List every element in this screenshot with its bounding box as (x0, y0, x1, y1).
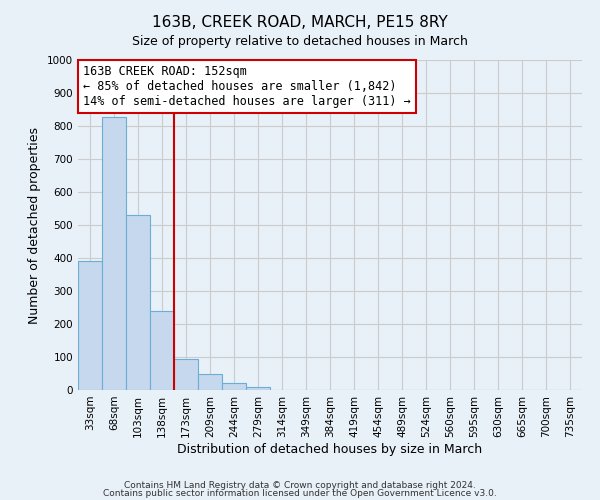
Y-axis label: Number of detached properties: Number of detached properties (28, 126, 41, 324)
Bar (246, 386, 270, 390)
Text: Contains public sector information licensed under the Open Government Licence v3: Contains public sector information licen… (103, 489, 497, 498)
Bar (126, 215, 150, 390)
Bar (150, 311, 174, 390)
Bar (78, 262, 102, 390)
Text: Contains HM Land Registry data © Crown copyright and database right 2024.: Contains HM Land Registry data © Crown c… (124, 480, 476, 490)
Text: 163B CREEK ROAD: 152sqm
← 85% of detached houses are smaller (1,842)
14% of semi: 163B CREEK ROAD: 152sqm ← 85% of detache… (83, 65, 411, 108)
Text: 163B, CREEK ROAD, MARCH, PE15 8RY: 163B, CREEK ROAD, MARCH, PE15 8RY (152, 15, 448, 30)
Bar (174, 358, 198, 390)
Bar (102, 117, 126, 390)
X-axis label: Distribution of detached houses by size in March: Distribution of detached houses by size … (178, 442, 482, 456)
Bar (198, 374, 222, 390)
Bar (222, 384, 246, 390)
Text: Size of property relative to detached houses in March: Size of property relative to detached ho… (132, 35, 468, 48)
